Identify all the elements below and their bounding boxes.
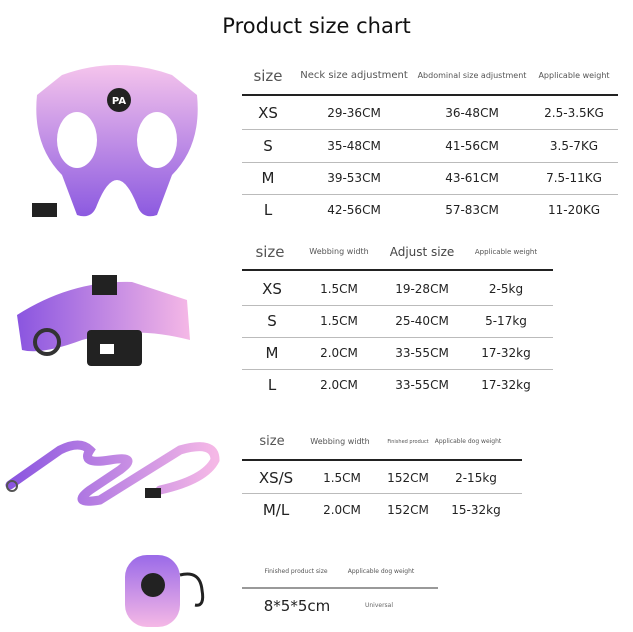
cell: 2-5kg <box>488 282 524 296</box>
table-row: XS/S 1.5CM 152CM 2-15kg <box>242 462 522 494</box>
poop-bag-holder-image <box>125 555 205 627</box>
header-size: size <box>255 243 285 261</box>
header-size: size <box>259 434 285 449</box>
header-weight: Applicable dog weight <box>434 438 502 445</box>
size-cell: M <box>265 344 279 362</box>
cell: 2-15kg <box>455 471 497 485</box>
cell: 152CM <box>387 503 429 517</box>
cell: 7.5-11KG <box>546 171 602 185</box>
header-finished-size: Finished product size <box>264 568 328 575</box>
cell: 1.5CM <box>323 471 361 485</box>
header-adjust: Adjust size <box>389 245 455 259</box>
harness-size-table: size Neck size adjustment Abdominal size… <box>242 60 618 230</box>
cell: 57-83CM <box>445 203 499 217</box>
table-row: 8*5*5cm Universal <box>242 590 438 622</box>
cell: 29-36CM <box>327 106 381 120</box>
cell: 2.0CM <box>320 346 358 360</box>
header-weight: Applicable dog weight <box>347 568 415 575</box>
cell: 2.0CM <box>320 378 358 392</box>
cell: 1.5CM <box>320 282 358 296</box>
cell: 19-28CM <box>395 282 449 296</box>
leash-image <box>5 440 220 506</box>
size-cell: S <box>267 312 277 330</box>
cell: 2.5-3.5KG <box>544 106 604 120</box>
cell: 1.5CM <box>320 314 358 328</box>
cell: 25-40CM <box>395 314 449 328</box>
size-cell: XS/S <box>258 469 294 487</box>
size-cell: 8*5*5cm <box>263 597 331 615</box>
cell: 5-17kg <box>485 314 527 328</box>
size-cell: M <box>261 169 275 187</box>
table-row: M 39-53CM 43-61CM 7.5-11KG <box>242 162 618 194</box>
size-cell: L <box>267 376 277 394</box>
harness-image: PA <box>32 65 198 217</box>
header-finished: Finished product <box>387 439 429 445</box>
table-row: XS 1.5CM 19-28CM 2-5kg <box>242 273 553 305</box>
cell: 33-55CM <box>395 346 449 360</box>
cell: 2.0CM <box>323 503 361 517</box>
cell: 15-32kg <box>451 503 501 517</box>
header-abdominal: Abdominal size adjustment <box>417 71 527 80</box>
table-row: XS 29-36CM 36-48CM 2.5-3.5KG <box>242 97 618 129</box>
table-row: M 2.0CM 33-55CM 17-32kg <box>242 337 553 369</box>
cell: 35-48CM <box>327 139 381 153</box>
size-cell: XS <box>262 280 282 298</box>
cell: 41-56CM <box>445 139 499 153</box>
size-cell: M/L <box>262 501 290 519</box>
size-cell: XS <box>258 104 278 122</box>
collar-image <box>17 275 190 366</box>
table-row: L 2.0CM 33-55CM 17-32kg <box>242 369 553 401</box>
cell: 43-61CM <box>445 171 499 185</box>
header-size: size <box>253 67 283 85</box>
table-row: M/L 2.0CM 152CM 15-32kg <box>242 494 522 526</box>
cell: 3.5-7KG <box>549 139 599 153</box>
size-cell: L <box>263 201 273 219</box>
cell: 42-56CM <box>327 203 381 217</box>
cell: 33-55CM <box>395 378 449 392</box>
header-weight: Applicable weight <box>474 248 538 256</box>
cell: 17-32kg <box>481 378 531 392</box>
collar-size-table: size Webbing width Adjust size Applicabl… <box>242 236 553 406</box>
cell: Universal <box>364 602 394 609</box>
table-row: S 35-48CM 41-56CM 3.5-7KG <box>242 130 618 162</box>
header-neck: Neck size adjustment <box>300 70 408 81</box>
page-title: Product size chart <box>222 14 411 38</box>
cell: 17-32kg <box>481 346 531 360</box>
logo: PA <box>112 96 126 107</box>
leash-size-table: size Webbing width Finished product Appl… <box>242 426 522 526</box>
bag-holder-size-table: Finished product size Applicable dog wei… <box>242 556 438 626</box>
header-weight: Applicable weight <box>538 71 610 80</box>
table-row: S 1.5CM 25-40CM 5-17kg <box>242 305 553 337</box>
cell: 11-20KG <box>547 203 601 217</box>
cell: 152CM <box>387 471 429 485</box>
cell: 39-53CM <box>327 171 381 185</box>
table-row: L 42-56CM 57-83CM 11-20KG <box>242 194 618 226</box>
cell: 36-48CM <box>445 106 499 120</box>
header-webbing: Webbing width <box>309 247 369 256</box>
header-webbing: Webbing width <box>310 437 370 446</box>
size-cell: S <box>263 137 273 155</box>
